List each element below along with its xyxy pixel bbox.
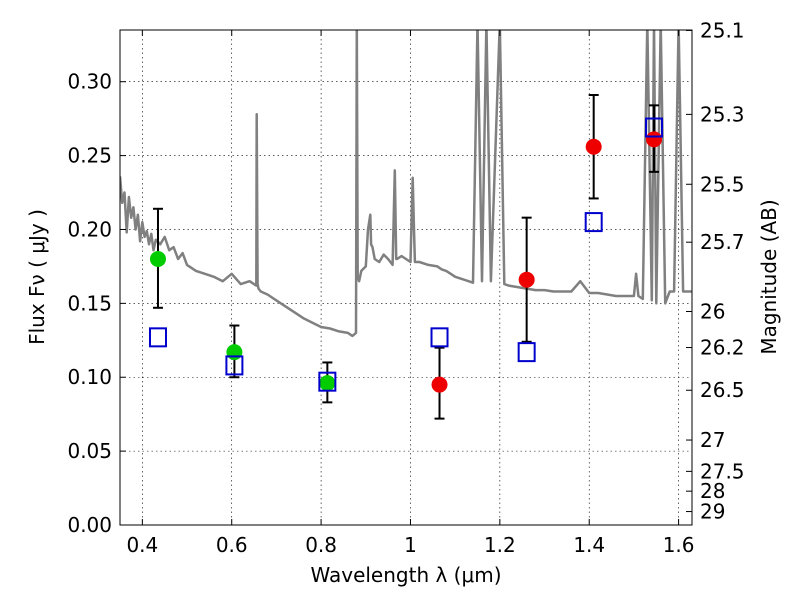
x-tick-label: 0.8 (305, 533, 337, 557)
x-tick-label: 1.4 (573, 533, 605, 557)
x-tick-label: 0.6 (216, 533, 248, 557)
tick-label-layer: 0.4 0.6 0.8 1 1.2 1.4 1.6 0.00 0.05 0.10 0.15 0.20 0… (67, 18, 744, 557)
y-tick-label: 0.30 (67, 70, 112, 94)
model-photometry-square (225, 355, 244, 376)
mag-tick-label: 27.5 (700, 459, 745, 483)
mag-tick-label: 25.3 (700, 102, 745, 126)
y-tick-label: 0.15 (67, 291, 112, 315)
grid (120, 30, 692, 526)
plot-area-background (120, 30, 692, 525)
y-tick-label: 0.25 (67, 144, 112, 168)
model-photometry-square (645, 117, 664, 138)
y-tick-label: 0.05 (67, 439, 112, 463)
y-axis-right-label: Magnitude (AB) (757, 199, 781, 354)
y-tick-label: 0.10 (67, 365, 112, 389)
tick-layer (120, 29, 692, 526)
x-axis-label: Wavelength λ (μm) (310, 563, 501, 587)
x-tick-label: 0.4 (126, 533, 158, 557)
mag-tick-label: 28 (700, 479, 725, 503)
model-photometry-square (318, 371, 337, 392)
model-photometry-square (148, 327, 167, 348)
model-photometry-square (430, 327, 449, 348)
spectrum-layer (120, 30, 692, 338)
y-tick-label: 0.20 (67, 217, 112, 241)
mag-tick-label: 25.7 (700, 230, 745, 254)
green-detections-point (149, 251, 166, 268)
marker-layer (148, 117, 664, 393)
red-detections-point (431, 376, 448, 393)
mag-tick-label: 25.1 (700, 18, 745, 42)
x-tick-label: 1.2 (484, 533, 516, 557)
red-detections-point (646, 131, 663, 148)
mag-tick-label: 26.5 (700, 378, 745, 402)
green-detections-point (319, 375, 336, 392)
x-tick-label: 1 (404, 533, 417, 557)
model-photometry-square (517, 342, 536, 363)
red-detections-point (585, 138, 602, 155)
mag-tick-label: 27 (700, 428, 725, 452)
plot-frame (119, 29, 693, 526)
red-detections-point (518, 271, 535, 288)
green-detections-point (226, 344, 243, 361)
x-tick-label: 1.6 (663, 533, 695, 557)
model-photometry-square (584, 212, 603, 233)
model-spectrum-line (120, 30, 692, 338)
mag-tick-label: 26.2 (700, 336, 745, 360)
y-tick-label: 0.00 (67, 513, 112, 537)
y-axis-label: Flux Fν ( μJy ) (25, 209, 49, 345)
mag-tick-label: 26 (700, 299, 725, 323)
mag-tick-label: 25.5 (700, 172, 745, 196)
mag-tick-label: 29 (700, 500, 725, 524)
